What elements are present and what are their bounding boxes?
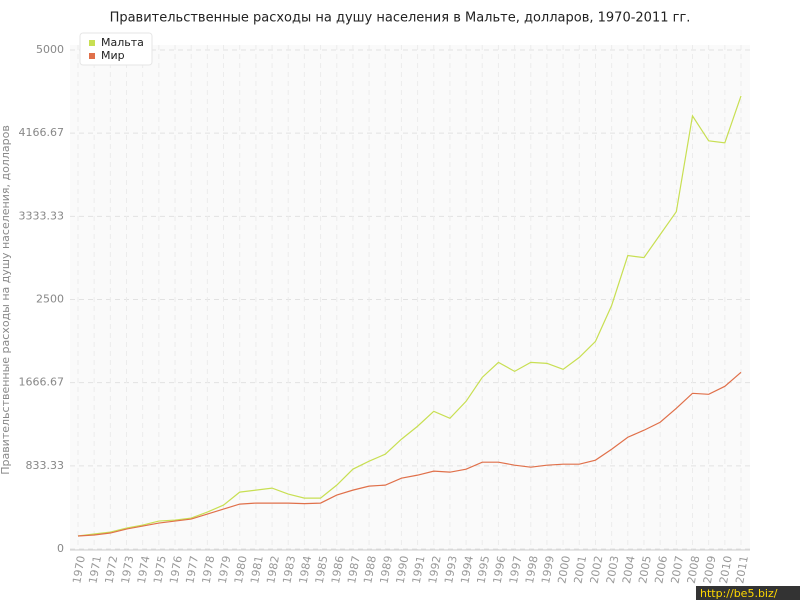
x-tick-label: 1993 — [442, 555, 460, 585]
x-tick-label: 1975 — [151, 555, 169, 585]
chart-title: Правительственные расходы на душу населе… — [110, 11, 691, 26]
x-tick-label: 2004 — [620, 555, 638, 585]
x-tick-label: 1973 — [119, 555, 137, 585]
y-tick-label: 2500 — [36, 293, 64, 306]
series-line — [77, 371, 742, 537]
x-tick-label: 1991 — [410, 555, 428, 585]
x-tick-label: 1996 — [491, 555, 509, 585]
x-tick-label: 1978 — [200, 555, 218, 585]
x-tick-label: 1979 — [216, 555, 234, 585]
x-tick-label: 1970 — [70, 555, 88, 585]
watermark-bg — [696, 586, 800, 600]
x-tick-label: 1986 — [329, 555, 347, 585]
legend-label: Мир — [101, 49, 125, 62]
x-tick-label: 2010 — [717, 555, 735, 585]
y-tick-label: 1666.67 — [19, 376, 65, 389]
x-tick-label: 2003 — [604, 555, 622, 585]
x-tick-label: 2001 — [572, 555, 590, 585]
y-tick-label: 3333.33 — [19, 209, 65, 222]
x-tick-label: 2008 — [685, 555, 703, 585]
x-tick-label: 1971 — [86, 555, 104, 585]
x-tick-label: 1998 — [523, 555, 541, 585]
x-tick-label: 1997 — [507, 555, 525, 585]
y-tick-label: 4166.67 — [19, 126, 65, 139]
x-tick-label: 2005 — [636, 555, 654, 585]
x-tick-label: 2007 — [669, 555, 687, 585]
watermark: http://be5.biz/ — [700, 587, 778, 600]
x-tick-label: 1995 — [475, 555, 493, 585]
y-axis-label: Правительственные расходы на душу населе… — [0, 125, 12, 475]
x-tick-label: 1977 — [183, 555, 201, 585]
x-tick-label: 1994 — [458, 555, 476, 585]
x-tick-label: 1988 — [361, 555, 379, 585]
x-tick-label: 1982 — [264, 555, 282, 585]
legend-box — [79, 32, 153, 66]
x-tick-label: 1999 — [539, 555, 557, 585]
x-tick-label: 2000 — [555, 555, 573, 585]
y-tick-label: 0 — [57, 542, 64, 555]
x-tick-label: 1992 — [426, 555, 444, 585]
x-tick-label: 1989 — [377, 555, 395, 585]
x-tick-label: 1981 — [248, 555, 266, 585]
legend-label: Мальта — [101, 36, 144, 49]
x-tick-label: 1984 — [297, 555, 315, 585]
x-tick-label: 2009 — [701, 555, 719, 585]
x-tick-label: 2002 — [588, 555, 606, 585]
x-tick-label: 2006 — [652, 555, 670, 585]
x-tick-label: 1980 — [232, 555, 250, 585]
x-tick-label: 1987 — [345, 555, 363, 585]
y-tick-label: 833.33 — [26, 459, 65, 472]
y-tick-label: 5000 — [36, 43, 64, 56]
x-tick-label: 1972 — [103, 555, 121, 585]
x-tick-label: 2011 — [733, 555, 751, 585]
plot-bg — [70, 45, 750, 550]
x-tick-label: 1985 — [313, 555, 331, 585]
x-tick-label: 1974 — [135, 555, 153, 585]
x-tick-label: 1990 — [394, 555, 412, 585]
x-tick-label: 1983 — [280, 555, 298, 585]
series-line — [77, 95, 742, 537]
legend-swatch — [89, 53, 95, 59]
legend-swatch — [89, 40, 95, 46]
x-tick-label: 1976 — [167, 555, 185, 585]
